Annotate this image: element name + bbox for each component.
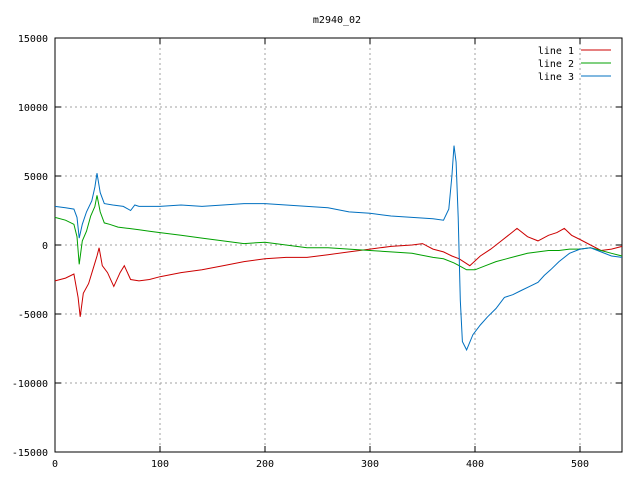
y-tick-label-5: -10000 <box>12 379 48 390</box>
y-tick-label-4: -5000 <box>18 310 48 321</box>
y-tick-label-6: -15000 <box>12 448 48 459</box>
y-tick-label-2: 5000 <box>24 172 48 183</box>
series-line-1 <box>54 227 623 317</box>
axis-ticks: 0 100 200 300 400 500 15000 10000 5000 0 -5000 -100… <box>12 34 622 470</box>
series-group <box>54 145 623 352</box>
x-tick-label-0: 0 <box>52 459 58 470</box>
series-line-3 <box>54 145 623 352</box>
y-tick-label-1: 10000 <box>18 103 48 114</box>
x-tick-label-1: 100 <box>151 459 169 470</box>
legend-label-1: line 1 <box>538 46 574 57</box>
x-tick-label-4: 400 <box>466 459 484 470</box>
x-tick-label-2: 200 <box>256 459 274 470</box>
x-tick-label-3: 300 <box>361 459 379 470</box>
y-tick-label-0: 15000 <box>18 34 48 45</box>
grid <box>55 38 622 452</box>
legend: line 1 line 2 line 3 <box>538 46 611 83</box>
chart-title: m2940_02 <box>313 15 361 26</box>
legend-label-2: line 2 <box>538 59 574 70</box>
x-tick-label-5: 500 <box>571 459 589 470</box>
legend-label-3: line 3 <box>538 72 574 83</box>
y-tick-label-3: 0 <box>42 241 48 252</box>
series-line-2 <box>54 195 623 271</box>
